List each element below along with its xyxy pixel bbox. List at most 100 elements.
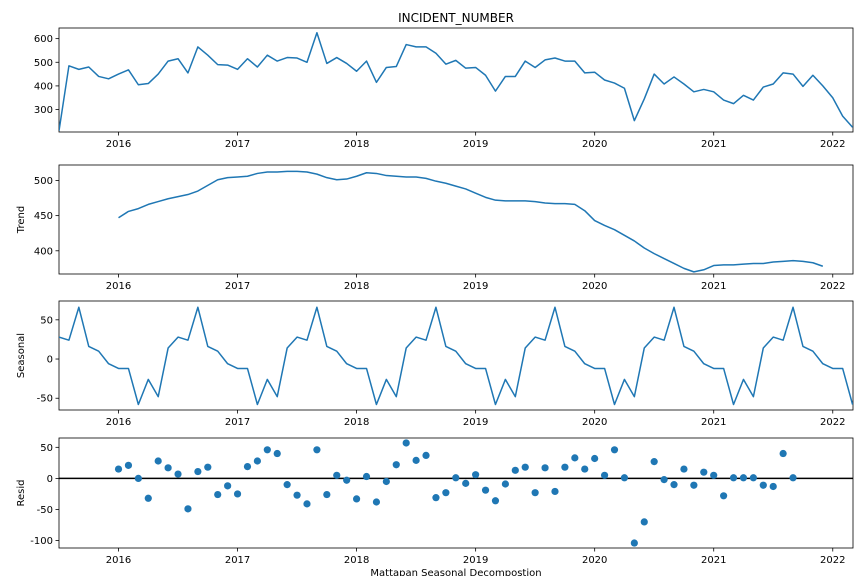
resid-point bbox=[640, 518, 648, 526]
resid-point bbox=[432, 494, 440, 502]
figure-title: INCIDENT_NUMBER bbox=[398, 11, 514, 25]
panel-frame bbox=[58, 437, 854, 549]
resid-point bbox=[630, 539, 638, 547]
resid-point bbox=[184, 505, 192, 513]
resid-point bbox=[501, 480, 509, 488]
x-tick-label: 2022 bbox=[820, 417, 845, 428]
resid-point bbox=[362, 472, 371, 481]
resid-point bbox=[710, 471, 718, 479]
resid-point bbox=[700, 468, 708, 476]
resid-point bbox=[789, 474, 797, 482]
resid-point bbox=[591, 454, 599, 463]
x-tick-label: 2019 bbox=[463, 139, 488, 150]
y-tick-label: 400 bbox=[34, 81, 53, 92]
resid-point bbox=[422, 451, 430, 460]
resid-point bbox=[531, 489, 539, 497]
subplot-panels: 2016 2017 2018 2019 2020 2021 2022300400500600… bbox=[16, 27, 854, 566]
panel-observed: 2016 2017 2018 2019 2020 2021 2022 300 400 500 600 bbox=[34, 27, 854, 150]
resid-point bbox=[739, 474, 748, 482]
resid-point bbox=[521, 463, 529, 471]
resid-point bbox=[303, 500, 311, 508]
resid-point bbox=[610, 446, 619, 454]
panel-frame bbox=[58, 300, 854, 411]
panel-seasonal: 2016 2017 2018 2019 2020 2021 2022 -50 0 50 Season… bbox=[16, 300, 854, 428]
resid-point bbox=[650, 458, 658, 466]
x-tick-label: 2017 bbox=[225, 417, 250, 428]
x-tick-label: 2022 bbox=[820, 555, 845, 566]
resid-point bbox=[352, 495, 361, 503]
resid-point bbox=[233, 490, 242, 498]
y-axis-label: Resid bbox=[16, 480, 27, 507]
x-tick-label: 2016 bbox=[106, 417, 131, 428]
resid-point bbox=[114, 465, 123, 473]
resid-point bbox=[472, 471, 480, 479]
x-tick-label: 2020 bbox=[582, 281, 607, 292]
resid-point bbox=[402, 439, 410, 447]
resid-point bbox=[511, 466, 519, 474]
resid-point bbox=[769, 482, 777, 491]
resid-point bbox=[382, 477, 390, 486]
resid-point bbox=[273, 449, 281, 458]
resid-point bbox=[124, 461, 133, 469]
resid-point bbox=[392, 461, 400, 469]
y-tick-label: 0 bbox=[47, 355, 53, 366]
figure-xlabel: Mattapan Seasonal Decompostion bbox=[370, 568, 541, 576]
resid-point bbox=[680, 465, 688, 473]
resid-point bbox=[561, 463, 569, 471]
resid-point bbox=[600, 471, 609, 479]
x-tick-label: 2017 bbox=[225, 555, 250, 566]
x-tick-label: 2017 bbox=[225, 281, 250, 292]
resid-point bbox=[620, 474, 629, 482]
panel-frame bbox=[58, 164, 854, 275]
resid-point bbox=[571, 454, 579, 462]
y-tick-label: 500 bbox=[34, 176, 53, 187]
x-tick-label: 2020 bbox=[582, 139, 607, 150]
resid-point bbox=[174, 470, 182, 478]
y-tick-label: 600 bbox=[34, 34, 53, 45]
resid-point bbox=[263, 446, 271, 454]
observed-line bbox=[59, 31, 853, 131]
x-tick-label: 2021 bbox=[701, 555, 726, 566]
x-tick-label: 2021 bbox=[701, 281, 726, 292]
resid-point bbox=[412, 456, 420, 464]
resid-point bbox=[283, 481, 291, 489]
y-tick-label: -50 bbox=[37, 505, 53, 516]
resid-point bbox=[253, 457, 261, 465]
y-tick-label: -50 bbox=[37, 394, 53, 405]
x-tick-label: 2022 bbox=[820, 281, 845, 292]
y-tick-label: 50 bbox=[40, 443, 53, 454]
x-tick-label: 2020 bbox=[582, 555, 607, 566]
y-tick-label: 400 bbox=[34, 246, 53, 257]
x-tick-label: 2018 bbox=[344, 139, 369, 150]
resid-point bbox=[243, 462, 252, 471]
x-tick-label: 2019 bbox=[463, 555, 488, 566]
x-tick-label: 2017 bbox=[225, 139, 250, 150]
seasonal-line bbox=[59, 306, 853, 406]
x-tick-label: 2018 bbox=[344, 281, 369, 292]
resid-point bbox=[343, 476, 351, 484]
series-observed bbox=[59, 31, 853, 131]
resid-point bbox=[690, 481, 698, 489]
y-tick-label: -100 bbox=[30, 536, 53, 547]
y-tick-label: 500 bbox=[34, 58, 53, 69]
x-tick-label: 2016 bbox=[106, 555, 131, 566]
panel-resid: 2016 2017 2018 2019 2020 2021 2022 -100 -50 0 50 Re… bbox=[16, 437, 854, 566]
series-trend bbox=[118, 170, 824, 273]
resid-point bbox=[720, 492, 728, 500]
x-tick-label: 2022 bbox=[820, 139, 845, 150]
y-tick-label: 300 bbox=[34, 105, 53, 116]
resid-point bbox=[204, 463, 212, 471]
resid-point bbox=[551, 487, 559, 496]
resid-point bbox=[164, 464, 172, 472]
x-tick-label: 2016 bbox=[106, 139, 131, 150]
y-tick-label: 0 bbox=[47, 474, 53, 485]
resid-point bbox=[313, 446, 321, 454]
resid-point bbox=[749, 474, 757, 482]
resid-point bbox=[462, 479, 470, 487]
resid-point bbox=[372, 498, 381, 506]
resid-point bbox=[729, 474, 738, 482]
x-tick-label: 2016 bbox=[106, 281, 131, 292]
panel-trend: 2016 2017 2018 2019 2020 2021 2022 400 450 500 Tre… bbox=[16, 164, 854, 292]
resid-point bbox=[293, 491, 301, 499]
